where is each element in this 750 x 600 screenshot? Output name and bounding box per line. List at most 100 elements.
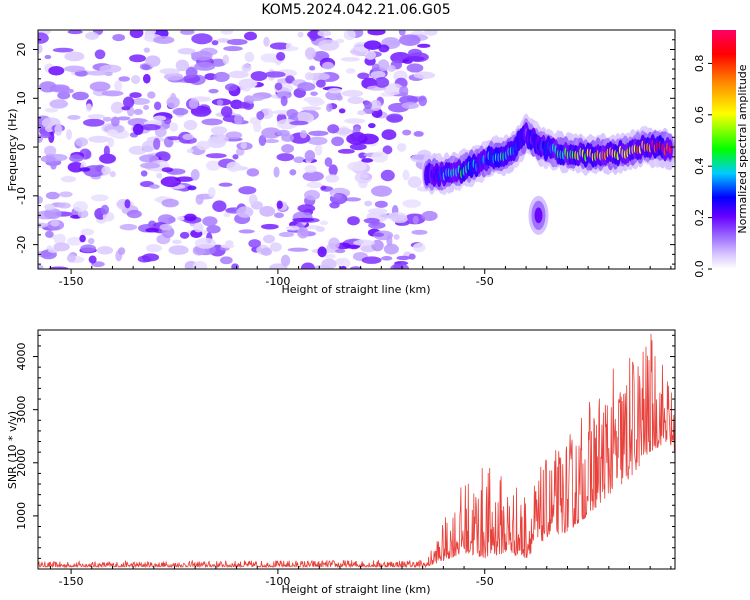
- noise-blob: [185, 67, 198, 78]
- noise-blob: [102, 116, 112, 122]
- noise-blob: [361, 256, 382, 264]
- noise-blob: [306, 181, 323, 189]
- noise-blob: [372, 232, 385, 237]
- noise-blob: [139, 154, 159, 163]
- noise-blob: [407, 176, 422, 188]
- noise-blob: [413, 131, 424, 137]
- noise-blob: [218, 182, 233, 187]
- noise-blob: [299, 129, 308, 139]
- noise-blob: [274, 82, 283, 91]
- noise-blob: [184, 213, 197, 222]
- noise-blob: [260, 53, 279, 63]
- noise-blob: [80, 244, 97, 253]
- noise-blob: [99, 153, 116, 164]
- noise-blob: [297, 82, 316, 92]
- noise-blob: [38, 264, 44, 269]
- noise-blob: [220, 106, 233, 118]
- noise-blob: [315, 79, 326, 88]
- noise-blob: [172, 107, 189, 116]
- noise-blob: [57, 91, 71, 100]
- noise-blob: [256, 111, 265, 120]
- noise-blob: [157, 214, 175, 225]
- snr-y-axis-label: SNR (10 * v/v): [6, 411, 19, 489]
- x-tick-label: -50: [476, 275, 494, 288]
- noise-blob: [407, 48, 423, 58]
- noise-blob: [386, 64, 396, 72]
- noise-blob: [75, 137, 89, 147]
- noise-blob: [72, 91, 89, 101]
- noise-blob: [289, 169, 297, 176]
- noise-blob: [143, 257, 152, 263]
- noise-blob: [147, 91, 156, 99]
- noise-blob: [161, 198, 179, 208]
- noise-blob: [341, 89, 364, 97]
- noise-blob: [405, 56, 425, 62]
- noise-blob: [374, 77, 390, 88]
- noise-blob: [263, 234, 275, 244]
- y-tick-label: 1000: [15, 502, 28, 530]
- noise-blob: [123, 96, 135, 109]
- y-tick-label: 10: [15, 91, 28, 105]
- noise-blob: [226, 161, 242, 172]
- noise-blob: [85, 31, 99, 40]
- noise-blob: [361, 158, 374, 163]
- noise-blob: [66, 129, 73, 140]
- noise-blob: [220, 30, 234, 35]
- noise-blob: [411, 229, 428, 235]
- noise-blob: [156, 172, 163, 179]
- noise-blob: [153, 36, 175, 44]
- noise-blob: [167, 136, 181, 141]
- noise-blob: [190, 51, 201, 58]
- noise-blob: [336, 95, 343, 101]
- noise-blob: [317, 30, 332, 37]
- x-tick-label: -150: [59, 275, 84, 288]
- noise-blob: [149, 184, 160, 189]
- noise-blob: [216, 38, 231, 43]
- noise-blob: [220, 243, 235, 249]
- noise-blob: [94, 49, 106, 60]
- noise-blob: [370, 185, 393, 197]
- noise-blob: [223, 46, 243, 52]
- noise-blob: [345, 68, 356, 74]
- noise-blob: [183, 119, 198, 131]
- noise-blob: [129, 30, 144, 39]
- noise-blob: [289, 120, 309, 126]
- noise-blob: [110, 116, 120, 127]
- colorbar-tick-label: 0.8: [693, 55, 706, 72]
- noise-blob: [211, 40, 219, 46]
- noise-blob: [80, 228, 95, 236]
- signal-blob: [668, 145, 672, 154]
- noise-blob: [246, 168, 260, 177]
- noise-blob: [38, 222, 49, 228]
- chart-title: KOM5.2024.042.21.06.G05: [261, 2, 450, 18]
- noise-blob: [258, 134, 267, 146]
- noise-blob: [314, 144, 323, 156]
- noise-blob: [222, 54, 230, 65]
- noise-blob: [317, 39, 340, 51]
- noise-blob: [363, 40, 382, 50]
- noise-blob: [67, 30, 83, 35]
- noise-blob: [196, 140, 211, 151]
- noise-blob: [114, 80, 123, 92]
- noise-blob: [99, 64, 122, 73]
- noise-blob: [304, 72, 314, 81]
- x-tick-label: -50: [476, 575, 494, 588]
- noise-blob: [261, 223, 279, 230]
- noise-blob: [50, 162, 57, 170]
- noise-blob: [207, 136, 226, 149]
- snr-series-line: [38, 333, 675, 569]
- noise-blob: [347, 161, 367, 172]
- noise-blob: [183, 74, 201, 84]
- noise-blob: [171, 239, 182, 244]
- noise-blob: [132, 123, 144, 136]
- noise-blob: [287, 247, 309, 252]
- noise-blob: [418, 95, 428, 107]
- noise-blob: [374, 200, 388, 208]
- noise-blob: [192, 261, 208, 269]
- noise-blob: [248, 95, 265, 102]
- noise-blob: [44, 203, 56, 211]
- noise-blob: [276, 51, 286, 61]
- noise-blob: [337, 148, 355, 154]
- noise-blob: [241, 80, 252, 92]
- noise-blob: [350, 131, 366, 142]
